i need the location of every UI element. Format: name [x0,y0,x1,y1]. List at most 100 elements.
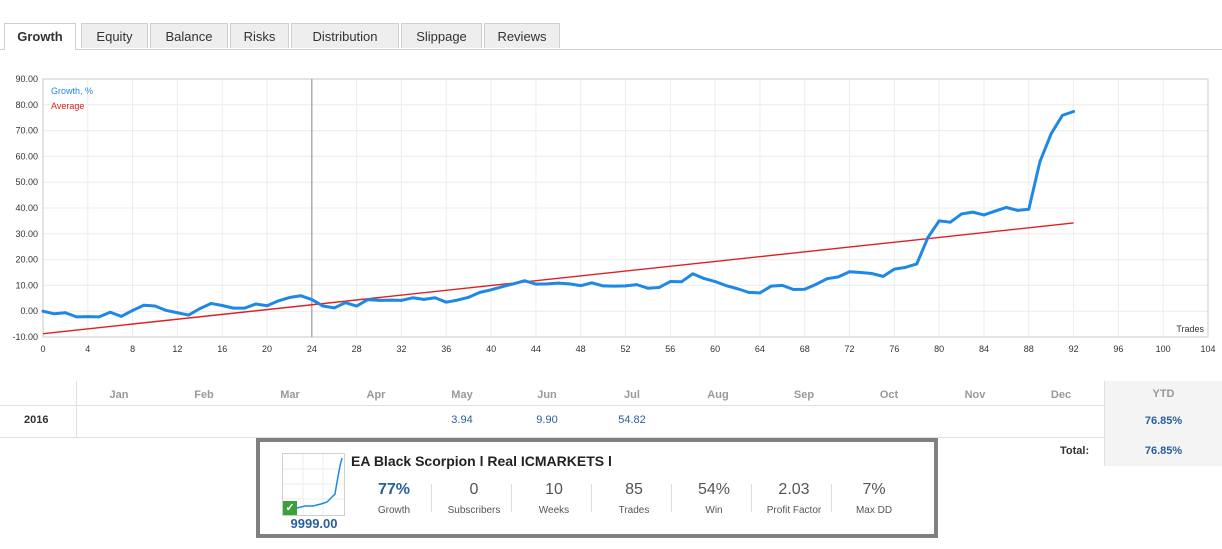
growth-point [411,296,415,300]
growth-point [489,288,493,292]
growth-point [41,309,45,313]
tab-reviews[interactable]: Reviews [484,23,560,48]
x-tick-label: 64 [755,344,765,354]
stat-value: 54% [697,481,731,498]
x-tick-label: 16 [217,344,227,354]
stat-label: Max DD [855,505,893,516]
y-tick-label: 60.00 [15,151,38,161]
growth-point [803,287,807,291]
ytd-value: 76.85% [1105,405,1222,437]
tab-equity[interactable]: Equity [81,23,148,48]
x-tick-label: 72 [845,344,855,354]
growth-point [758,291,762,295]
growth-point [220,304,224,307]
growth-point [825,277,829,281]
month-header-oct: Oct [879,389,899,401]
growth-point [1049,132,1053,136]
growth-point [892,267,896,271]
growth-point [310,298,314,301]
growth-point [433,296,437,300]
x-tick-label: 100 [1156,344,1171,354]
growth-point [288,296,291,299]
growth-point [164,309,168,312]
x-tick-label: 92 [1069,344,1079,354]
growth-point [635,283,639,287]
stat-label: Subscribers [447,505,501,516]
x-axis-label: Trades [1176,324,1204,334]
growth-point [590,281,594,285]
growth-point [299,294,303,298]
table-divider [76,381,77,437]
growth-point [657,286,661,289]
growth-point [478,290,482,294]
total-label: Total: [1060,445,1090,457]
x-tick-label: 24 [307,344,317,354]
growth-point [176,311,179,315]
y-tick-label: 0.00 [20,306,38,316]
growth-point [456,298,459,302]
month-value-jul: 54.82 [618,414,646,426]
growth-point [948,220,952,224]
tab-risks[interactable]: Risks [230,23,289,48]
y-axis: 90.00 80.00 70.00 60.00 50.00 40.00 30.00 20.00… [12,74,38,342]
y-tick-label: 10.00 [15,280,38,290]
tab-balance[interactable]: Balance [150,23,228,48]
growth-point [904,265,907,269]
signal-title[interactable]: EA Black Scorpion l Real ICMARKETS l [351,453,612,469]
tab-slippage[interactable]: Slippage [401,23,482,48]
x-tick-label: 36 [441,344,451,354]
month-header-mar: Mar [280,389,300,401]
stat-label: Weeks [538,505,570,516]
y-tick-label: -10.00 [12,332,38,342]
growth-point [254,302,258,306]
growth-point [1072,110,1075,113]
x-tick-label: 28 [352,344,362,354]
monthly-returns-table: YTD Jan Feb Mar Apr May Jun Jul Aug Sep … [0,381,1222,466]
growth-point [848,270,851,274]
x-tick-label: 104 [1200,344,1215,354]
growth-point [534,282,538,286]
growth-point [1004,206,1008,209]
growth-point [344,301,347,305]
y-tick-label: 30.00 [15,229,38,239]
stat-win: 54% Win [674,480,754,516]
stat-weeks: 10 Weeks [514,480,594,516]
growth-point [713,280,717,283]
growth-point [276,299,280,303]
table-divider [1104,381,1105,466]
x-tick-label: 20 [262,344,272,354]
growth-point [1027,207,1031,211]
month-value-jun: 9.90 [536,414,558,426]
x-tick-label: 44 [531,344,541,354]
growth-point [187,313,191,317]
stat-max-dd: 7% Max DD [834,480,914,516]
growth-point [388,298,392,302]
ytd-header: YTD [1105,381,1222,405]
growth-point [646,286,650,290]
x-tick-label: 80 [934,344,944,354]
growth-point [624,284,627,288]
x-tick-label: 96 [1113,344,1123,354]
x-tick-label: 60 [710,344,720,354]
growth-point [747,290,751,294]
signal-thumbnail[interactable]: ✓ [282,453,345,516]
average-series-line [42,222,1074,335]
tab-growth[interactable]: Growth [4,23,76,50]
x-tick-label: 8 [130,344,135,354]
growth-point [814,282,818,286]
growth-point [702,277,706,280]
growth-point [926,236,930,239]
growth-point [556,281,560,285]
tab-distribution[interactable]: Distribution [291,23,399,48]
growth-point [881,274,885,278]
growth-point [243,306,247,310]
stat-value: 77% [377,481,411,498]
month-header-jul: Jul [624,389,640,401]
growth-point [993,209,997,213]
growth-point [915,262,919,266]
growth-point [579,284,583,288]
signal-card[interactable]: ✓ 9999.00 EA Black Scorpion l Real ICMAR… [256,438,938,538]
growth-point [1016,208,1019,212]
x-axis: 0 4 8 12 16 20 24 28 32 36 40 44 48 52 56 60 64 68 72 76 80 8… [40,344,1215,354]
stat-trades: 85 Trades [594,480,674,516]
